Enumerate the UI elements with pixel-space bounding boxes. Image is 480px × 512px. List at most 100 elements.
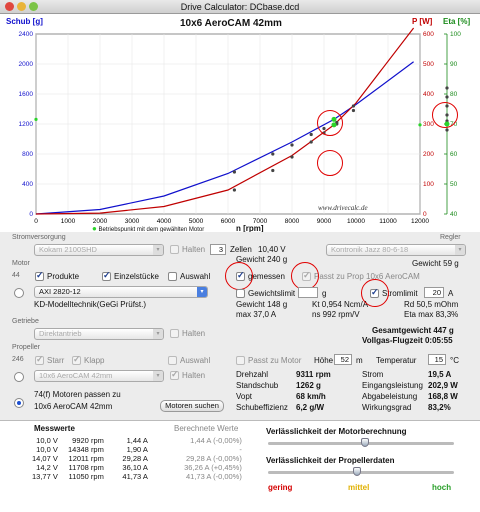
x-tick-label: 6000 [221,218,236,225]
propeller-radio[interactable] [14,372,24,382]
motor-reliability-knob[interactable] [360,438,369,447]
propeller-passt-checkbox[interactable] [236,356,245,365]
messwerte-cell: 13,77 V [32,472,58,481]
bottom-section: Messwerte Berechnete Werte 10,0 V 9920 rp… [0,420,480,512]
getriebe-halten-label: Halten [182,329,206,338]
messwerte-row: 10,0 V 14348 rpm 1,90 A - [30,445,244,454]
stromlimit-unit: A [448,289,454,298]
motor-radio[interactable] [14,288,24,298]
minimize-window-icon[interactable] [17,2,26,11]
result-label: Schubeffizienz [236,403,288,412]
gesamtgewicht: Gesamtgewicht 447 g [372,326,454,335]
flugzeit: Vollgas-Flugzeit 0:05:55 [362,336,453,345]
chart-area: 0 1000 2000 3000 4000 5000 6000 7000 8000 9000 100… [0,14,480,233]
motoren-passen-label: 74(f) Motoren passen zu [34,390,121,399]
prop-reliability-knob[interactable] [353,467,362,476]
y-right2-tick-label: 100 [450,31,461,38]
messwerte-table: 10,0 V 9920 rpm 1,44 A 1,44 A (-0,00%) 10,0 … [30,436,244,481]
window-title: Drive Calculator: DCbase.dcd [180,2,300,12]
motor-auswahl-checkbox[interactable] [168,272,177,281]
propeller-select[interactable]: 10x6 AeroCAM 42mm ▾ [34,370,164,382]
y-axis-left-label: Schub [g] [6,17,43,26]
highlight-circle-stromlimit [361,279,389,307]
prop-reliability-slider[interactable] [268,471,454,474]
x-tick-label: 9000 [317,218,332,225]
y-right1-tick-label: 500 [423,61,434,68]
hoehe-input[interactable]: 52 [334,354,352,365]
gewichtslimit-input[interactable] [298,287,318,298]
messwerte-cell: 41,73 A [122,472,148,481]
messwerte-cell: 14,2 V [36,463,58,472]
close-window-icon[interactable] [5,2,14,11]
section-propeller: Propeller [12,344,41,351]
measured-point-p [290,155,294,159]
control-panel: Stromversorgung Regler Kokam 2100SHD ▾ Ha… [0,232,480,420]
motor-select[interactable]: AXI 2820-12 ▾ [34,286,208,298]
result-label: Standschub [236,381,279,390]
motor-maker: KD-Modelltechnik(GeGi Prüfst.) [34,300,147,309]
x-tick-label: 7000 [253,218,268,225]
measured-point-schub [271,152,275,156]
y-axis-right2-label: Eta [%] [443,17,471,26]
result-label2: Eingangsleistung [362,381,423,390]
zellen-input[interactable]: 3 [210,244,226,255]
reliability-low-label: gering [268,483,293,492]
y-right1-tick-label: 300 [423,121,434,128]
propeller-starr-checkbox[interactable] [35,354,44,365]
messwerte-cell: 10,0 V [36,445,58,454]
motoren-suchen-button[interactable]: Motoren suchen [160,400,224,412]
hoehe-unit: m [356,356,363,365]
temperatur-input[interactable]: 15 [428,354,446,365]
battery-select[interactable]: Kokam 2100SHD ▾ [34,244,164,256]
motor-rd: Rd 50,5 mOhm [404,300,459,309]
motor-produkte-checkbox[interactable] [35,270,44,281]
getriebe-halten-checkbox[interactable] [170,329,179,338]
stromlimit-input[interactable]: 20 [424,287,444,298]
regler-select[interactable]: Kontronik Jazz 80-6-18 ▾ [326,244,466,256]
x-tick-label: 10000 [347,218,365,225]
result-value: 68 km/h [296,392,326,401]
y-left-tick-label: 0 [29,211,33,218]
berechnete-werte-title: Berechnete Werte [174,424,239,433]
x-tick-label: 2000 [93,218,108,225]
y-right2-tick-label: 60 [450,151,458,158]
propeller-auswahl-label: Auswahl [180,356,211,365]
section-stromversorgung: Stromversorgung [12,234,66,241]
result-value2: 202,9 W [428,381,458,390]
motor-einzelstuecke-checkbox[interactable] [102,270,111,281]
window-titlebar: Drive Calculator: DCbase.dcd [0,0,480,14]
motor-eta-max: Eta max 83,3% [404,310,459,319]
propeller-auswahl-checkbox[interactable] [168,356,177,365]
battery-halten-label: Halten [182,245,206,254]
gewichtslimit-checkbox[interactable] [236,289,245,298]
y-right1-tick-label: 100 [423,181,434,188]
result-label: Vopt [236,392,253,401]
highlight-circle-eta [432,102,458,128]
measured-point-schub [232,170,236,174]
highlight-circle-passt [291,262,319,290]
y-right1-tick-label: 400 [423,91,434,98]
messwerte-cell: 10,0 V [36,436,58,445]
propeller-klapp-label: Klapp [84,356,105,365]
motor-max-current: max 37,0 A [236,310,277,319]
result-value: 6,2 g/W [296,403,325,412]
y-right1-tick-label: 600 [423,31,434,38]
getriebe-select[interactable]: Direktantrieb ▾ [34,328,164,340]
propeller-klapp-checkbox[interactable] [72,354,81,365]
y-left-tick-label: 2400 [19,31,34,38]
legend-note: ● Betriebspunkt mit dem gewählten Motor [92,224,205,233]
x-tick-label: 4000 [157,218,172,225]
motor-passt-label: Passt zu Prop 10x6 AeroCAM [314,272,420,281]
gewichtslimit-label: Gewichtslimit [248,289,296,298]
y-right2-tick-label: 80 [450,91,458,98]
motoren-radio[interactable] [14,398,24,408]
x-axis-label: n [rpm] [236,224,264,233]
propeller-halten-checkbox[interactable] [170,369,179,380]
zoom-window-icon[interactable] [29,2,38,11]
y-right2-tick-label: 50 [450,181,458,188]
messwerte-cell: 1,44 A [126,436,148,445]
battery-halten-checkbox[interactable] [170,245,179,254]
operating-marker-left [34,117,38,121]
x-tick-label: 1000 [61,218,76,225]
result-label: Drehzahl [236,370,269,379]
